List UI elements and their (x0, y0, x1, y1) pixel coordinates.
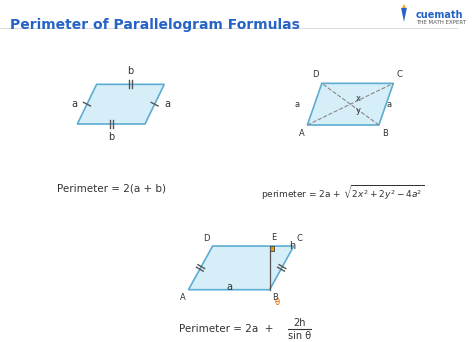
Text: A: A (299, 129, 304, 138)
Polygon shape (402, 4, 406, 8)
Polygon shape (189, 246, 294, 290)
Text: THE MATH EXPERT: THE MATH EXPERT (416, 20, 465, 25)
Text: Perimeter = 2a  +: Perimeter = 2a + (179, 325, 280, 334)
Text: D: D (203, 234, 210, 243)
Polygon shape (307, 83, 393, 125)
Text: b: b (108, 132, 114, 142)
Text: a: a (387, 100, 392, 109)
Text: a: a (164, 99, 170, 109)
Text: D: D (312, 70, 319, 79)
Text: y: y (356, 106, 361, 115)
Text: 2h: 2h (293, 318, 306, 328)
Text: Perimeter of Parallelogram Formulas: Perimeter of Parallelogram Formulas (9, 18, 300, 32)
Text: a: a (226, 282, 232, 292)
Text: B: B (382, 129, 388, 138)
Text: b: b (128, 66, 134, 76)
Text: C: C (396, 70, 402, 79)
Text: a: a (71, 99, 77, 109)
Text: θ: θ (274, 298, 280, 307)
Text: h: h (290, 241, 296, 251)
Text: B: B (273, 293, 278, 302)
Polygon shape (77, 84, 164, 124)
Polygon shape (401, 8, 407, 22)
Text: x: x (356, 94, 361, 103)
Text: C: C (297, 234, 302, 243)
Text: perimeter = 2a + $\sqrt{2x^2 + 2y^2 - 4a^2}$: perimeter = 2a + $\sqrt{2x^2 + 2y^2 - 4a… (261, 184, 425, 203)
Text: Perimeter = 2(a + b): Perimeter = 2(a + b) (56, 184, 165, 194)
Polygon shape (270, 246, 274, 251)
Text: a: a (294, 100, 300, 109)
Text: E: E (272, 233, 277, 242)
Text: A: A (180, 293, 185, 302)
Text: cuemath: cuemath (416, 10, 463, 20)
Text: sin θ: sin θ (288, 331, 311, 341)
